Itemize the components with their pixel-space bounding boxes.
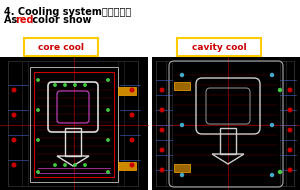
- Bar: [34, 72, 114, 177]
- Circle shape: [12, 88, 16, 92]
- Circle shape: [107, 171, 109, 173]
- FancyBboxPatch shape: [177, 38, 261, 56]
- Bar: [0, 57, 148, 190]
- Circle shape: [278, 170, 281, 173]
- Circle shape: [271, 124, 274, 127]
- Bar: [118, 162, 136, 170]
- Circle shape: [160, 108, 164, 112]
- Bar: [152, 57, 300, 190]
- Circle shape: [107, 139, 109, 141]
- Circle shape: [107, 109, 109, 111]
- Circle shape: [12, 138, 16, 142]
- Circle shape: [74, 84, 76, 86]
- Circle shape: [160, 88, 164, 92]
- Circle shape: [181, 74, 184, 77]
- Circle shape: [288, 148, 292, 152]
- Circle shape: [37, 109, 39, 111]
- Circle shape: [107, 79, 109, 81]
- Bar: [118, 87, 136, 95]
- Circle shape: [288, 128, 292, 132]
- Bar: [8, 61, 138, 186]
- Circle shape: [160, 128, 164, 132]
- Circle shape: [288, 168, 292, 172]
- Circle shape: [74, 164, 76, 166]
- Circle shape: [181, 173, 184, 177]
- Bar: [30, 67, 118, 182]
- Circle shape: [64, 84, 66, 86]
- Circle shape: [160, 148, 164, 152]
- Circle shape: [12, 163, 16, 167]
- Circle shape: [181, 124, 184, 127]
- Bar: [65, 128, 81, 156]
- Text: cavity cool: cavity cool: [192, 43, 246, 51]
- Circle shape: [54, 84, 56, 86]
- Circle shape: [130, 138, 134, 142]
- Circle shape: [278, 89, 281, 92]
- Circle shape: [37, 79, 39, 81]
- Circle shape: [288, 108, 292, 112]
- Bar: [220, 128, 236, 154]
- Circle shape: [130, 88, 134, 92]
- Text: core cool: core cool: [38, 43, 84, 51]
- Circle shape: [130, 113, 134, 117]
- Circle shape: [84, 84, 86, 86]
- Circle shape: [12, 113, 16, 117]
- Text: red: red: [15, 15, 34, 25]
- Circle shape: [54, 164, 56, 166]
- Bar: [174, 82, 190, 90]
- Text: As: As: [4, 15, 21, 25]
- Circle shape: [130, 163, 134, 167]
- Bar: [174, 164, 190, 172]
- Circle shape: [288, 88, 292, 92]
- Circle shape: [64, 164, 66, 166]
- Circle shape: [160, 168, 164, 172]
- Circle shape: [37, 171, 39, 173]
- Circle shape: [37, 139, 39, 141]
- Bar: [156, 61, 294, 186]
- FancyBboxPatch shape: [24, 38, 98, 56]
- Circle shape: [84, 164, 86, 166]
- Text: color show: color show: [29, 15, 92, 25]
- Circle shape: [271, 173, 274, 177]
- Circle shape: [271, 74, 274, 77]
- Text: 4. Cooling system（冷却）：: 4. Cooling system（冷却）：: [4, 7, 131, 17]
